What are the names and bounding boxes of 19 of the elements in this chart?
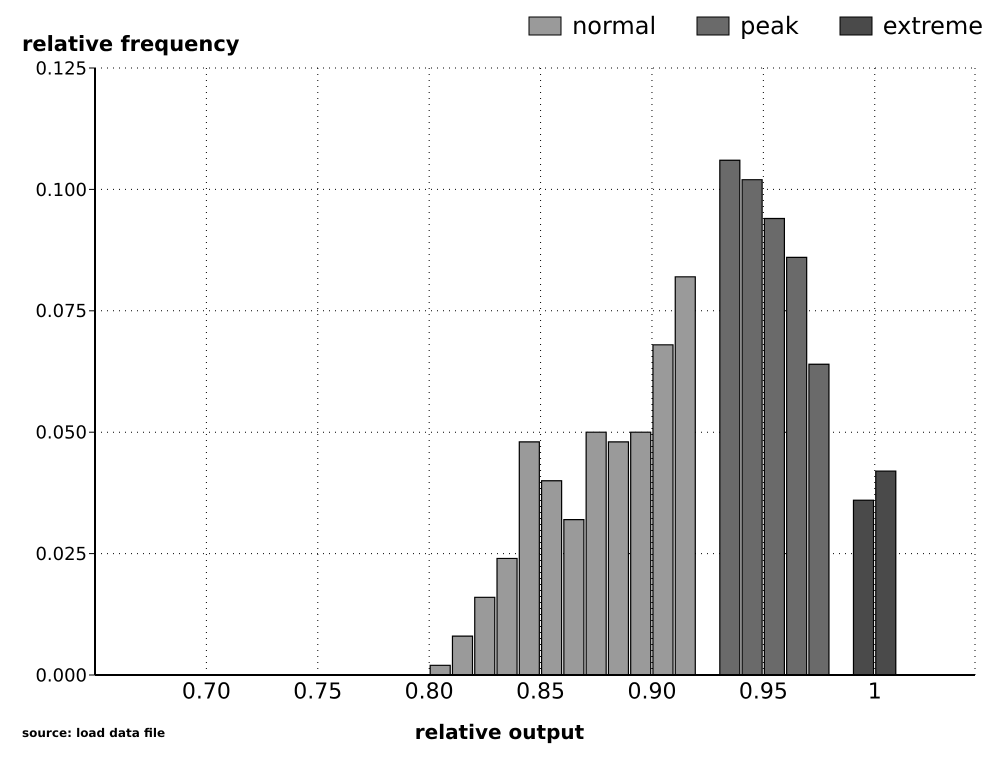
y-tick-label: 0.050 <box>35 422 87 444</box>
x-tick-label: 1 <box>868 680 882 705</box>
y-tick-label: 0.025 <box>35 544 87 565</box>
x-tick-label: 0.95 <box>738 680 788 705</box>
x-axis-title: relative output <box>414 720 584 744</box>
source-note: source: load data file <box>22 726 166 740</box>
y-tick-label: 0.075 <box>35 301 87 322</box>
y-tick-label: 0.100 <box>35 180 87 201</box>
x-tick-label: 0.70 <box>182 680 231 705</box>
y-axis-title: relative frequency <box>22 32 240 56</box>
legend-label: extreme <box>882 12 983 40</box>
legend-label: peak <box>740 12 799 40</box>
x-tick-label: 0.80 <box>404 680 454 705</box>
legend-label: normal <box>572 12 656 40</box>
y-tick-label: 0.125 <box>35 58 87 80</box>
y-tick-label: 0.000 <box>35 665 87 686</box>
x-tick-label: 0.75 <box>293 680 342 705</box>
x-tick-label: 0.90 <box>627 680 676 705</box>
x-tick-label: 0.85 <box>516 680 566 705</box>
